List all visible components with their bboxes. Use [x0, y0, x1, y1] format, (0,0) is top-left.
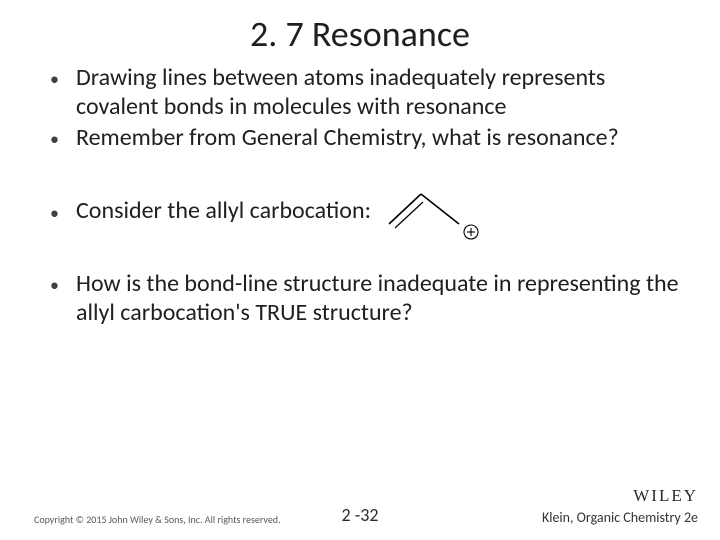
page-number: 2 -32 [342, 504, 379, 526]
bullet-dot-icon: • [50, 124, 76, 151]
slide-footer: Copyright © 2015 John Wiley & Sons, Inc.… [0, 486, 720, 526]
bullet-text: How is the bond-line structure inadequat… [76, 270, 690, 328]
copyright-text: Copyright © 2015 John Wiley & Sons, Inc.… [34, 513, 281, 526]
bullet-dot-icon: • [50, 64, 76, 91]
bullet-text: Consider the allyl carbocation: [76, 197, 371, 226]
slide-content: • Drawing lines between atoms inadequate… [0, 64, 720, 328]
bullet-group-1: • Drawing lines between atoms inadequate… [50, 64, 690, 152]
allyl-carbocation-structure [379, 180, 489, 242]
wiley-logo: WILEY [633, 486, 698, 506]
book-reference: Klein, Organic Chemistry 2e [542, 509, 698, 526]
footer-right: WILEY Klein, Organic Chemistry 2e [542, 486, 698, 526]
bullet-group-2: • Consider the allyl carbocation: [50, 180, 690, 242]
bullet-group-3: • How is the bond-line structure inadequ… [50, 270, 690, 328]
bullet-dot-icon: • [50, 198, 76, 225]
bullet-item: • Consider the allyl carbocation: [50, 180, 690, 242]
bullet-text: Remember from General Chemistry, what is… [76, 124, 690, 153]
bullet-item: • How is the bond-line structure inadequ… [50, 270, 690, 328]
bullet-item: • Remember from General Chemistry, what … [50, 124, 690, 153]
slide-title: 2. 7 Resonance [0, 0, 720, 64]
bullet-dot-icon: • [50, 270, 76, 297]
bullet-text: Drawing lines between atoms inadequately… [76, 64, 690, 122]
bullet-item: • Drawing lines between atoms inadequate… [50, 64, 690, 122]
